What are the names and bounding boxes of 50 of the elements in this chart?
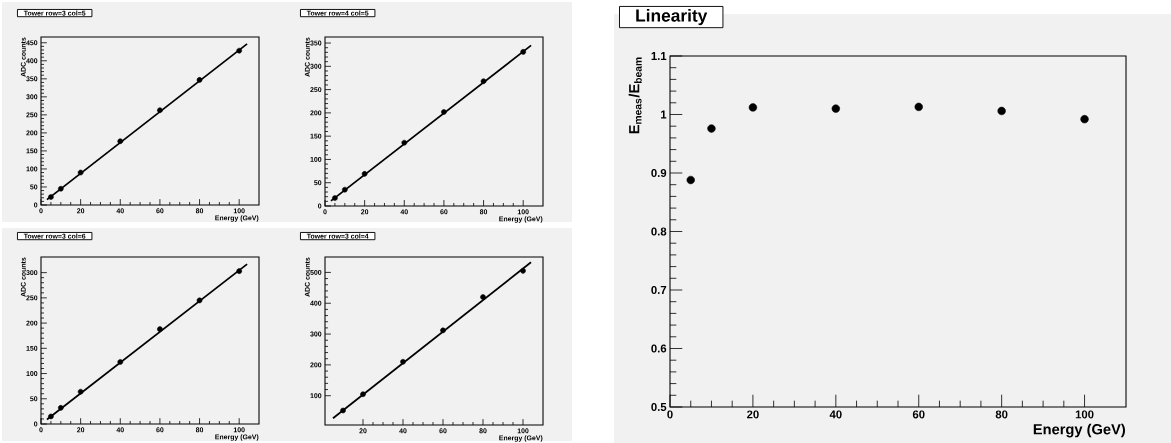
x-axis-title: Energy (GeV): [1033, 423, 1126, 438]
point: [157, 107, 163, 113]
point: [440, 327, 446, 334]
x-tick-label: 60: [912, 410, 925, 419]
point: [58, 405, 64, 411]
point: [157, 326, 163, 332]
y-tick-label: 1.1: [651, 52, 667, 60]
point: [48, 194, 54, 200]
chart-title: Linearity: [636, 8, 708, 26]
point: [77, 388, 84, 395]
point: [236, 47, 242, 54]
point: [831, 104, 840, 113]
point: [400, 359, 406, 365]
point: [48, 413, 54, 420]
x-tick-label: 40: [829, 410, 842, 419]
point: [480, 294, 486, 300]
point: [441, 109, 447, 115]
point: [707, 124, 716, 133]
y-tick-label: 0.8: [651, 227, 667, 236]
point: [748, 103, 758, 112]
point: [117, 359, 124, 365]
point: [196, 77, 203, 83]
point: [480, 78, 487, 85]
point: [997, 106, 1006, 116]
y-tick-label: 0.9: [651, 168, 667, 177]
point: [332, 195, 338, 201]
x-tick-label: 0: [667, 410, 673, 419]
point: [340, 407, 346, 414]
point: [401, 139, 408, 146]
point: [914, 102, 923, 112]
point: [360, 391, 366, 397]
point: [77, 169, 84, 176]
point: [1080, 115, 1089, 124]
y-tick-label: 0.5: [651, 402, 667, 411]
y-axis-title: E$_{meas}$/E$_{beam}$: [628, 57, 642, 134]
y-tick-label: 1: [661, 110, 667, 119]
point: [236, 268, 242, 274]
point: [58, 185, 64, 192]
y-tick-label: 0.7: [651, 285, 667, 294]
point: [686, 175, 695, 185]
point: [342, 186, 348, 193]
x-tick-label: 80: [995, 410, 1008, 419]
point: [520, 49, 526, 55]
point: [117, 138, 124, 144]
point: [196, 297, 203, 304]
x-tick-label: 100: [1075, 410, 1094, 419]
y-tick-label: 0.6: [651, 344, 667, 353]
point: [520, 268, 526, 274]
point: [361, 171, 368, 177]
x-tick-label: 20: [747, 410, 759, 419]
